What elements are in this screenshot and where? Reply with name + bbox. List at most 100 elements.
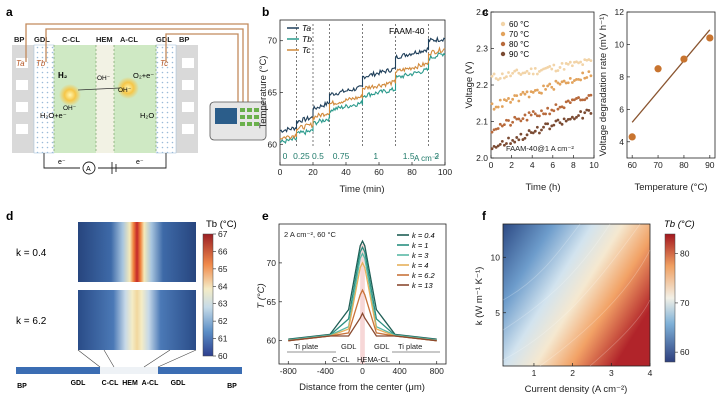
data-point: [587, 58, 591, 61]
axis-f-y-tick-label-1: 10: [491, 252, 501, 262]
data-point: [525, 90, 529, 94]
data-point: [515, 68, 519, 72]
data-point: [566, 81, 570, 85]
axis-f-x-tick-label-2: 3: [609, 368, 614, 378]
legend-label-e-2: k = 3: [412, 251, 429, 260]
data-point: [531, 72, 535, 76]
data-point: [511, 97, 515, 101]
data-point: [564, 119, 568, 123]
data-point: [542, 84, 545, 88]
data-point: [581, 63, 585, 67]
legend-swatch-c-0: [500, 21, 506, 27]
data-point: [573, 117, 576, 121]
axis-c-right-x-tick-label-3: 90: [705, 160, 715, 170]
data-point: [579, 78, 583, 82]
region-label-gdl-left: GDL: [34, 35, 50, 44]
data-point: [540, 91, 543, 95]
axis-c-left-x-tick-label-0: 0: [489, 160, 494, 170]
data-point: [562, 79, 566, 83]
region-label-ccl: C-CL: [62, 35, 80, 44]
data-point: [525, 133, 529, 137]
colorbar-f-tick-label-1: 70: [680, 298, 690, 308]
axis-label-c-left-y: Voltage (V): [464, 62, 475, 109]
data-point: [587, 94, 591, 97]
data-point: [570, 115, 574, 119]
region-label-acl-e: A-CL: [373, 355, 390, 364]
bottom-label-d-0: BP: [17, 383, 27, 390]
axis-c-left-y-tick-label-2: 2.2: [476, 80, 488, 90]
region-label-acl: A-CL: [120, 35, 138, 44]
contour-bands-f: [502, 223, 651, 367]
data-point: [496, 144, 500, 148]
unit-label-b: A cm⁻²: [414, 154, 439, 163]
data-point: [583, 111, 587, 115]
legend-label-c-0: 60 °C: [509, 20, 529, 29]
axis-b-x-tick-label-2: 40: [341, 167, 351, 177]
data-point-c-right-0: [628, 133, 636, 141]
heatmap-f: [502, 223, 651, 367]
region-label-ccl-e: C-CL: [332, 355, 350, 364]
data-point-c-right-2: [680, 55, 688, 63]
data-point: [509, 74, 512, 78]
cathode-reaction-label: H₂O+e⁻: [40, 111, 67, 120]
data-point: [492, 72, 496, 76]
legend-label-e-1: k = 1: [412, 241, 428, 250]
axis-e-y-tick-label-0: 60: [267, 336, 277, 346]
region-label-gdl-right: GDL: [156, 35, 172, 44]
legend-swatch-c-3: [500, 51, 506, 57]
data-point: [533, 112, 537, 116]
axis-c-left-y-tick-label-3: 2.3: [476, 44, 488, 54]
data-point: [500, 139, 504, 143]
axis-b-x-tick-label-5: 100: [438, 167, 452, 177]
axis-label-f-y: k (W m⁻¹ K⁻¹): [474, 267, 485, 326]
data-point: [490, 147, 494, 151]
data-point: [505, 118, 508, 122]
axis-label-e-x: Distance from the center (μm): [299, 382, 425, 393]
thermocouple-wires: [25, 23, 249, 108]
bottom-label-d-5: GDL: [171, 380, 187, 387]
data-point: [533, 66, 537, 70]
colorbar-d-tick-label-3: 63: [218, 299, 228, 309]
data-point: [575, 60, 578, 64]
profile-line-4: [288, 288, 437, 342]
axis-c-right-y-tick-label-2: 8: [619, 72, 624, 82]
data-point: [587, 109, 591, 112]
data-point: [542, 112, 545, 116]
axis-b-y-tick-label-1: 65: [268, 88, 278, 98]
scatter-series-1: [490, 70, 593, 111]
data-point: [521, 117, 525, 121]
data-point: [556, 81, 560, 85]
panel-c: c 60 °C70 °C80 °C90 °C 0 2 4 6 8 10 2.0 2.1 2.2 2…: [464, 5, 716, 193]
data-point: [558, 66, 562, 69]
data-point: [527, 111, 531, 115]
data-point: [490, 102, 494, 106]
axis-c-right-y-tick-label-0: 4: [619, 137, 624, 147]
data-point: [500, 72, 504, 76]
data-point: [496, 127, 500, 130]
axis-c-right-x-tick-label-0: 60: [627, 160, 637, 170]
electron-label-left: e⁻: [58, 159, 66, 166]
profile-line-2: [288, 252, 437, 341]
axis-label-b-x: Time (min): [339, 184, 384, 195]
axis-e-y-tick-label-2: 70: [267, 258, 277, 268]
data-point: [513, 69, 517, 73]
data-point: [566, 117, 570, 121]
profile-line-5: [288, 311, 437, 342]
region-label-hem-e: HEM: [357, 355, 374, 364]
colorbar-d-tick-label-6: 66: [218, 246, 228, 256]
ammeter-icon: [82, 161, 96, 175]
ion-label-left: OH⁻: [63, 105, 77, 112]
data-point: [583, 98, 587, 102]
axis-c-right-y-tick-label-4: 12: [615, 7, 625, 17]
axis-c-left-y-tick-label-4: 2.4: [476, 7, 488, 17]
legend-swatch-c-1: [500, 31, 506, 37]
data-point: [552, 63, 556, 67]
data-point: [538, 70, 541, 73]
data-point: [535, 88, 539, 92]
data-point: [511, 139, 515, 142]
axis-label-e-y: T (°C): [256, 283, 267, 308]
legend-label-e-5: k = 13: [412, 281, 433, 290]
axis-f-x-tick-label-1: 2: [570, 368, 575, 378]
axis-c-right-y-tick-label-1: 6: [619, 104, 624, 114]
